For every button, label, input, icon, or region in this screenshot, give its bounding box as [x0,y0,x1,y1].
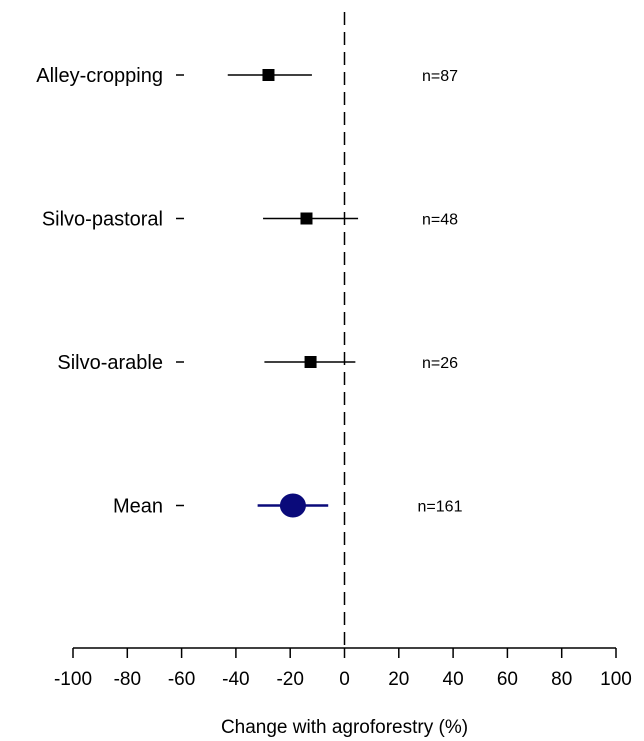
x-tick-label: 80 [551,669,572,690]
x-tick-label: 100 [600,669,632,690]
row-label: Alley-cropping [36,65,163,87]
sample-size-label: n=26 [422,355,458,372]
forest-row: Silvo-arable n=26 [57,352,458,374]
x-tick-label: -100 [54,669,92,690]
mean-estimate-point [279,493,306,518]
sample-size-label: n=161 [418,499,463,516]
forest-row: Silvo-pastoral n=48 [42,209,458,231]
x-tick-label: 60 [497,669,518,690]
x-axis: -100 -80 -60 -40 -20 0 20 40 60 80 100 [54,647,632,690]
x-tick-label: 40 [443,669,464,690]
x-tick-label: -60 [168,669,195,690]
row-label: Silvo-pastoral [42,209,163,231]
x-tick-label: -20 [276,669,303,690]
row-label: Mean [113,496,163,518]
sample-size-label: n=87 [422,68,458,85]
x-axis-title: Change with agroforestry (%) [221,717,468,738]
x-tick-label: -40 [222,669,249,690]
sample-size-label: n=48 [422,212,458,229]
forest-row: Mean n=161 [113,493,463,518]
estimate-point [304,356,317,368]
estimate-point [262,69,275,81]
estimate-point [300,212,313,225]
x-tick-label: 20 [388,669,409,690]
row-label: Silvo-arable [57,352,163,374]
x-tick-label: -80 [114,669,141,690]
x-tick-label: 0 [339,669,350,690]
forest-row: Alley-cropping n=87 [36,65,458,87]
